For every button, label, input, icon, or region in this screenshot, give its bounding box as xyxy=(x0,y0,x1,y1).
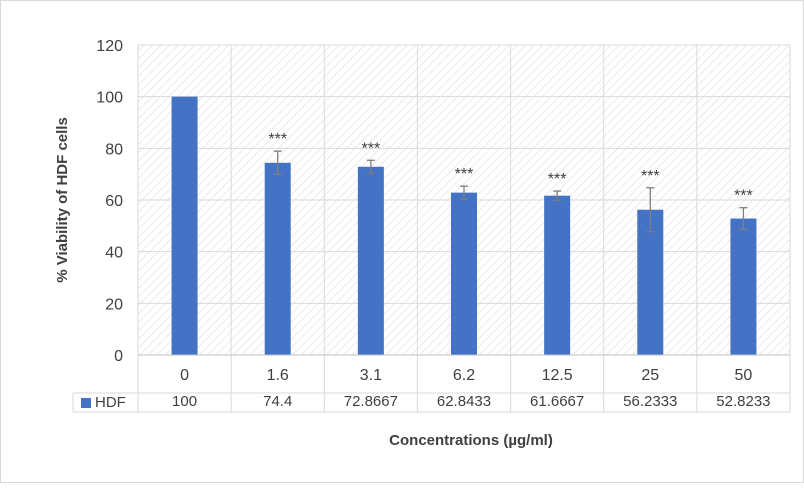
y-tick-label: 100 xyxy=(96,90,123,107)
bar-3.1 xyxy=(357,166,384,355)
y-tick-label: 80 xyxy=(105,141,123,158)
significance-label: *** xyxy=(548,171,567,188)
bar-12.5 xyxy=(544,195,571,355)
y-tick-label: 60 xyxy=(105,193,123,210)
data-table-value: 62.8433 xyxy=(437,393,491,410)
x-tick-label: 6.2 xyxy=(453,367,475,384)
bar-50 xyxy=(730,218,757,355)
x-tick-label: 25 xyxy=(641,367,659,384)
y-tick-label: 120 xyxy=(96,38,123,55)
y-tick-label: 0 xyxy=(114,348,123,365)
x-tick-label: 12.5 xyxy=(542,367,573,384)
y-axis-label: % Viability of HDF cells xyxy=(54,117,71,283)
significance-label: *** xyxy=(641,168,660,185)
bar-25 xyxy=(637,209,664,355)
x-tick-label: 50 xyxy=(735,367,753,384)
data-table-value: 52.8233 xyxy=(716,393,770,410)
data-table-value: 100 xyxy=(172,393,197,410)
legend-key-hdf xyxy=(81,398,91,408)
y-tick-label: 20 xyxy=(105,296,123,313)
x-tick-label: 0 xyxy=(180,367,189,384)
x-tick-label: 3.1 xyxy=(360,367,382,384)
x-axis-label: Concentrations (µg/ml) xyxy=(389,432,553,449)
bar-0 xyxy=(171,96,198,356)
data-table-value: 74.4 xyxy=(263,393,292,410)
data-table-value: 56.2333 xyxy=(623,393,677,410)
y-tick-label: 40 xyxy=(105,245,123,262)
legend-label-hdf: HDF xyxy=(95,394,126,411)
significance-label: *** xyxy=(455,166,474,183)
bar-6.2 xyxy=(451,192,477,355)
significance-label: *** xyxy=(362,140,381,157)
significance-label: *** xyxy=(268,131,287,148)
data-table-value: 61.6667 xyxy=(530,393,584,410)
x-tick-label: 1.6 xyxy=(267,367,289,384)
data-table-value: 72.8667 xyxy=(344,393,398,410)
significance-label: *** xyxy=(734,188,753,205)
bar-1.6 xyxy=(264,162,291,355)
